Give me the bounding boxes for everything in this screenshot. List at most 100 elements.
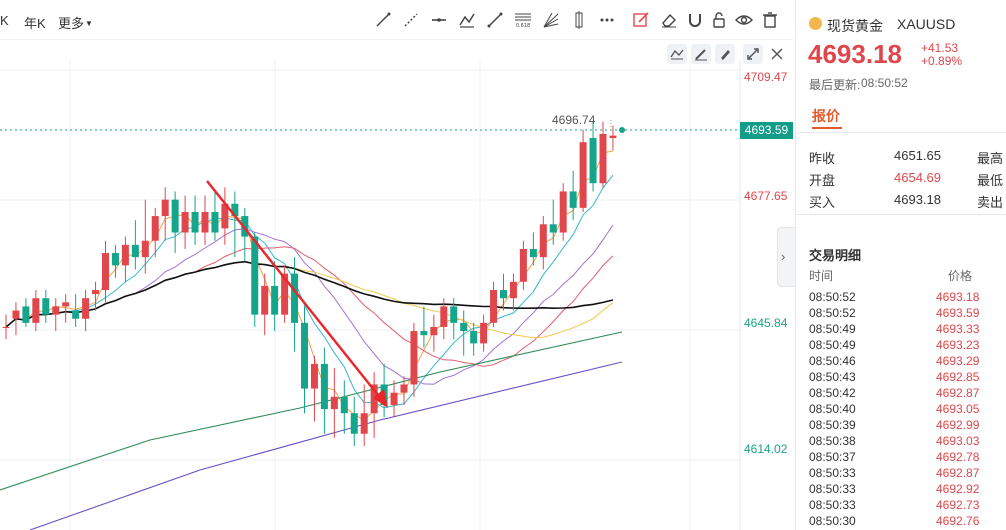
candle-body [281,273,289,315]
candle-body [559,191,567,233]
tab-underline [812,127,842,129]
trade-time: 08:50:33 [809,482,856,496]
trade-row: 08:50:46 4693.29 [796,354,1006,370]
update-label: 最后更新: [809,78,861,92]
more-tools-icon[interactable] [597,10,617,30]
candle-body [82,298,90,319]
candle-body [430,326,438,336]
trade-price: 4693.03 [936,434,980,448]
candle-body [301,322,308,389]
candle-body [440,306,448,327]
last-price: 4693.18 [808,39,902,69]
trade-price: 4692.87 [936,386,980,400]
trade-time: 08:50:37 [809,450,856,464]
candle-body [102,253,109,290]
change-percent: +0.89% [921,54,963,68]
moving-average-line [0,331,623,491]
trade-row: 08:50:33 4692.73 [796,498,1006,514]
candle-body [211,211,219,233]
trade-row: 08:50:37 4692.78 [796,450,1006,466]
trade-price: 4693.59 [936,306,980,320]
candle-body [539,224,547,258]
indicator-icon[interactable] [667,44,687,64]
candle-body [221,203,229,229]
candle-body [340,396,348,414]
bid-label: 买入 [809,195,836,210]
y-tick-label: 4709.47 [744,70,788,84]
candle-body [52,306,60,315]
price-chart[interactable] [0,40,793,530]
candle-body [370,384,378,414]
candle-body [151,216,159,241]
expand-icon[interactable] [743,44,763,64]
trade-row: 08:50:33 4692.92 [796,482,1006,498]
open-label: 开盘 [809,173,836,188]
trade-time: 08:50:33 [809,466,856,480]
trade-time: 08:50:40 [809,402,856,416]
eraser-icon[interactable] [659,10,679,30]
candle-body [171,199,179,233]
candle-body [509,281,517,299]
tab-quote[interactable]: 报价 [812,108,840,124]
trend-arrow-line [206,180,383,401]
horizontal-line-icon[interactable] [429,10,449,30]
trade-time: 08:50:42 [809,386,856,400]
candle-body [320,363,328,410]
candle-body [529,248,537,258]
trade-row: 08:50:52 4693.18 [796,290,1006,306]
trade-price: 4692.73 [936,498,980,512]
trash-icon[interactable] [760,10,780,30]
candle-body [261,285,269,315]
trade-time: 08:50:52 [809,306,856,320]
fib-label: 0.618 [516,23,530,29]
candle-body [121,244,129,266]
candle-body [241,216,249,237]
candle-body [460,322,468,332]
trade-price: 4693.05 [936,402,980,416]
candles [2,121,617,447]
quote-panel: 现货黄金 XAUUSD 4693.18 +41.53 +0.89% 最后更新: … [795,0,1006,530]
prev-close-value: 4651.65 [894,148,941,163]
candle-body [131,244,139,258]
trade-time: 08:50:46 [809,354,856,368]
magnet-icon[interactable] [685,10,705,30]
candle-body [62,302,70,307]
brush-icon[interactable] [715,44,735,64]
lock-icon[interactable] [709,10,729,30]
trade-row: 08:50:33 4692.87 [796,466,1006,482]
polyline-icon[interactable] [457,10,477,30]
trade-price: 4693.23 [936,338,980,352]
collapse-panel-button[interactable]: › [777,227,795,287]
vertical-dots-icon[interactable] [569,10,589,30]
period-year-k-button[interactable]: 年K [24,16,46,31]
segment-icon[interactable] [485,10,505,30]
trade-row: 08:50:52 4693.59 [796,306,1006,322]
candle-body [450,306,458,323]
candle-body [191,211,199,233]
trades-title: 交易明细 [809,248,862,263]
trade-price: 4693.29 [936,354,980,368]
pencil-icon[interactable] [691,44,711,64]
candle-body [400,384,408,393]
line-tool-icon[interactable] [373,10,393,30]
edit-icon[interactable] [631,10,651,30]
trend-arrow-head [373,389,388,408]
trade-time: 08:50:38 [809,434,856,448]
fan-icon[interactable] [541,10,561,30]
current-price-tag: 4693.59 [740,122,793,139]
fibonacci-icon[interactable]: 0.618 [513,10,533,30]
close-icon[interactable] [767,44,787,64]
ray-tool-icon[interactable] [401,10,421,30]
candle-body [490,290,498,323]
candle-body [92,290,100,295]
candle-body [161,199,169,217]
trade-row: 08:50:49 4693.23 [796,338,1006,354]
candle-body [111,253,119,266]
more-periods-button[interactable]: 更多▼ [58,13,93,32]
candle-body [22,306,30,323]
candle-body [500,290,507,299]
eye-icon[interactable] [734,10,754,30]
candle-body [609,135,617,139]
trade-time: 08:50:30 [809,514,856,528]
period-k-button[interactable]: K [0,13,9,28]
